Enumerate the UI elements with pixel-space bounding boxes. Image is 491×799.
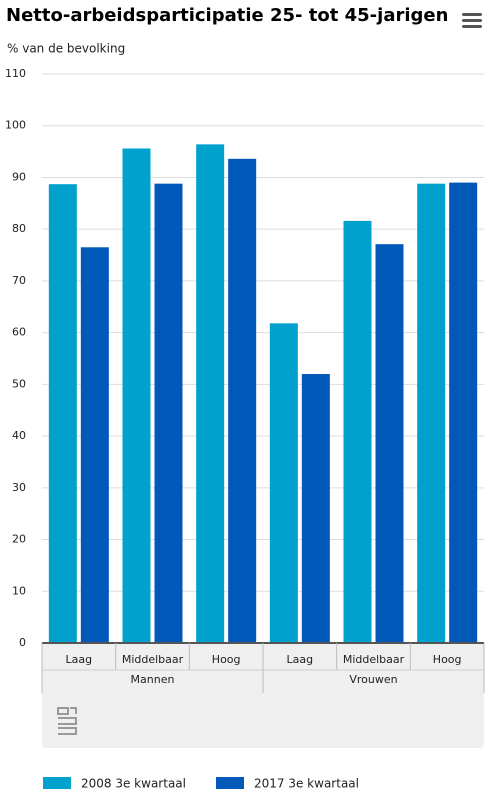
- category-axis-panel: [42, 643, 484, 748]
- bar: [343, 220, 372, 643]
- y-tick-label: 60: [12, 326, 26, 339]
- legend-label: 2008 3e kwartaal: [81, 777, 186, 791]
- x-tick-label: Laag: [66, 653, 93, 666]
- y-tick-label: 30: [12, 481, 26, 494]
- y-tick-label: 40: [12, 429, 26, 442]
- y-tick-label: 20: [12, 533, 26, 546]
- bar: [196, 144, 225, 643]
- x-tick-label: Middelbaar: [122, 653, 184, 666]
- y-tick-label: 50: [12, 377, 26, 390]
- menu-icon[interactable]: [462, 13, 482, 28]
- x-tick-label: Hoog: [433, 653, 462, 666]
- bar: [449, 182, 478, 644]
- x-tick-label: Middelbaar: [343, 653, 405, 666]
- group-label: Vrouwen: [349, 673, 397, 686]
- bar: [417, 183, 446, 644]
- group-label: Mannen: [131, 673, 175, 686]
- legend-label: 2017 3e kwartaal: [254, 777, 359, 791]
- y-tick-label: 0: [19, 636, 26, 649]
- bar: [269, 323, 298, 643]
- legend-swatch: [43, 777, 71, 789]
- y-tick-label: 100: [5, 119, 26, 132]
- bar: [80, 247, 109, 643]
- y-tick-label: 80: [12, 222, 26, 235]
- y-axis-label: % van de bevolking: [7, 42, 125, 56]
- bar: [375, 244, 404, 643]
- x-tick-label: Hoog: [212, 653, 241, 666]
- y-tick-label: 10: [12, 584, 26, 597]
- y-tick-label: 110: [5, 67, 26, 80]
- cbs-logo: [57, 707, 77, 735]
- bar: [154, 183, 183, 644]
- x-tick-label: Laag: [287, 653, 314, 666]
- bar: [48, 184, 77, 644]
- bar: [122, 148, 151, 643]
- legend-swatch: [216, 777, 244, 789]
- bar: [228, 158, 257, 643]
- bar: [301, 374, 330, 643]
- y-tick-label: 90: [12, 170, 26, 183]
- chart-title: Netto-arbeidsparticipatie 25- tot 45-jar…: [6, 5, 448, 26]
- y-tick-label: 70: [12, 274, 26, 287]
